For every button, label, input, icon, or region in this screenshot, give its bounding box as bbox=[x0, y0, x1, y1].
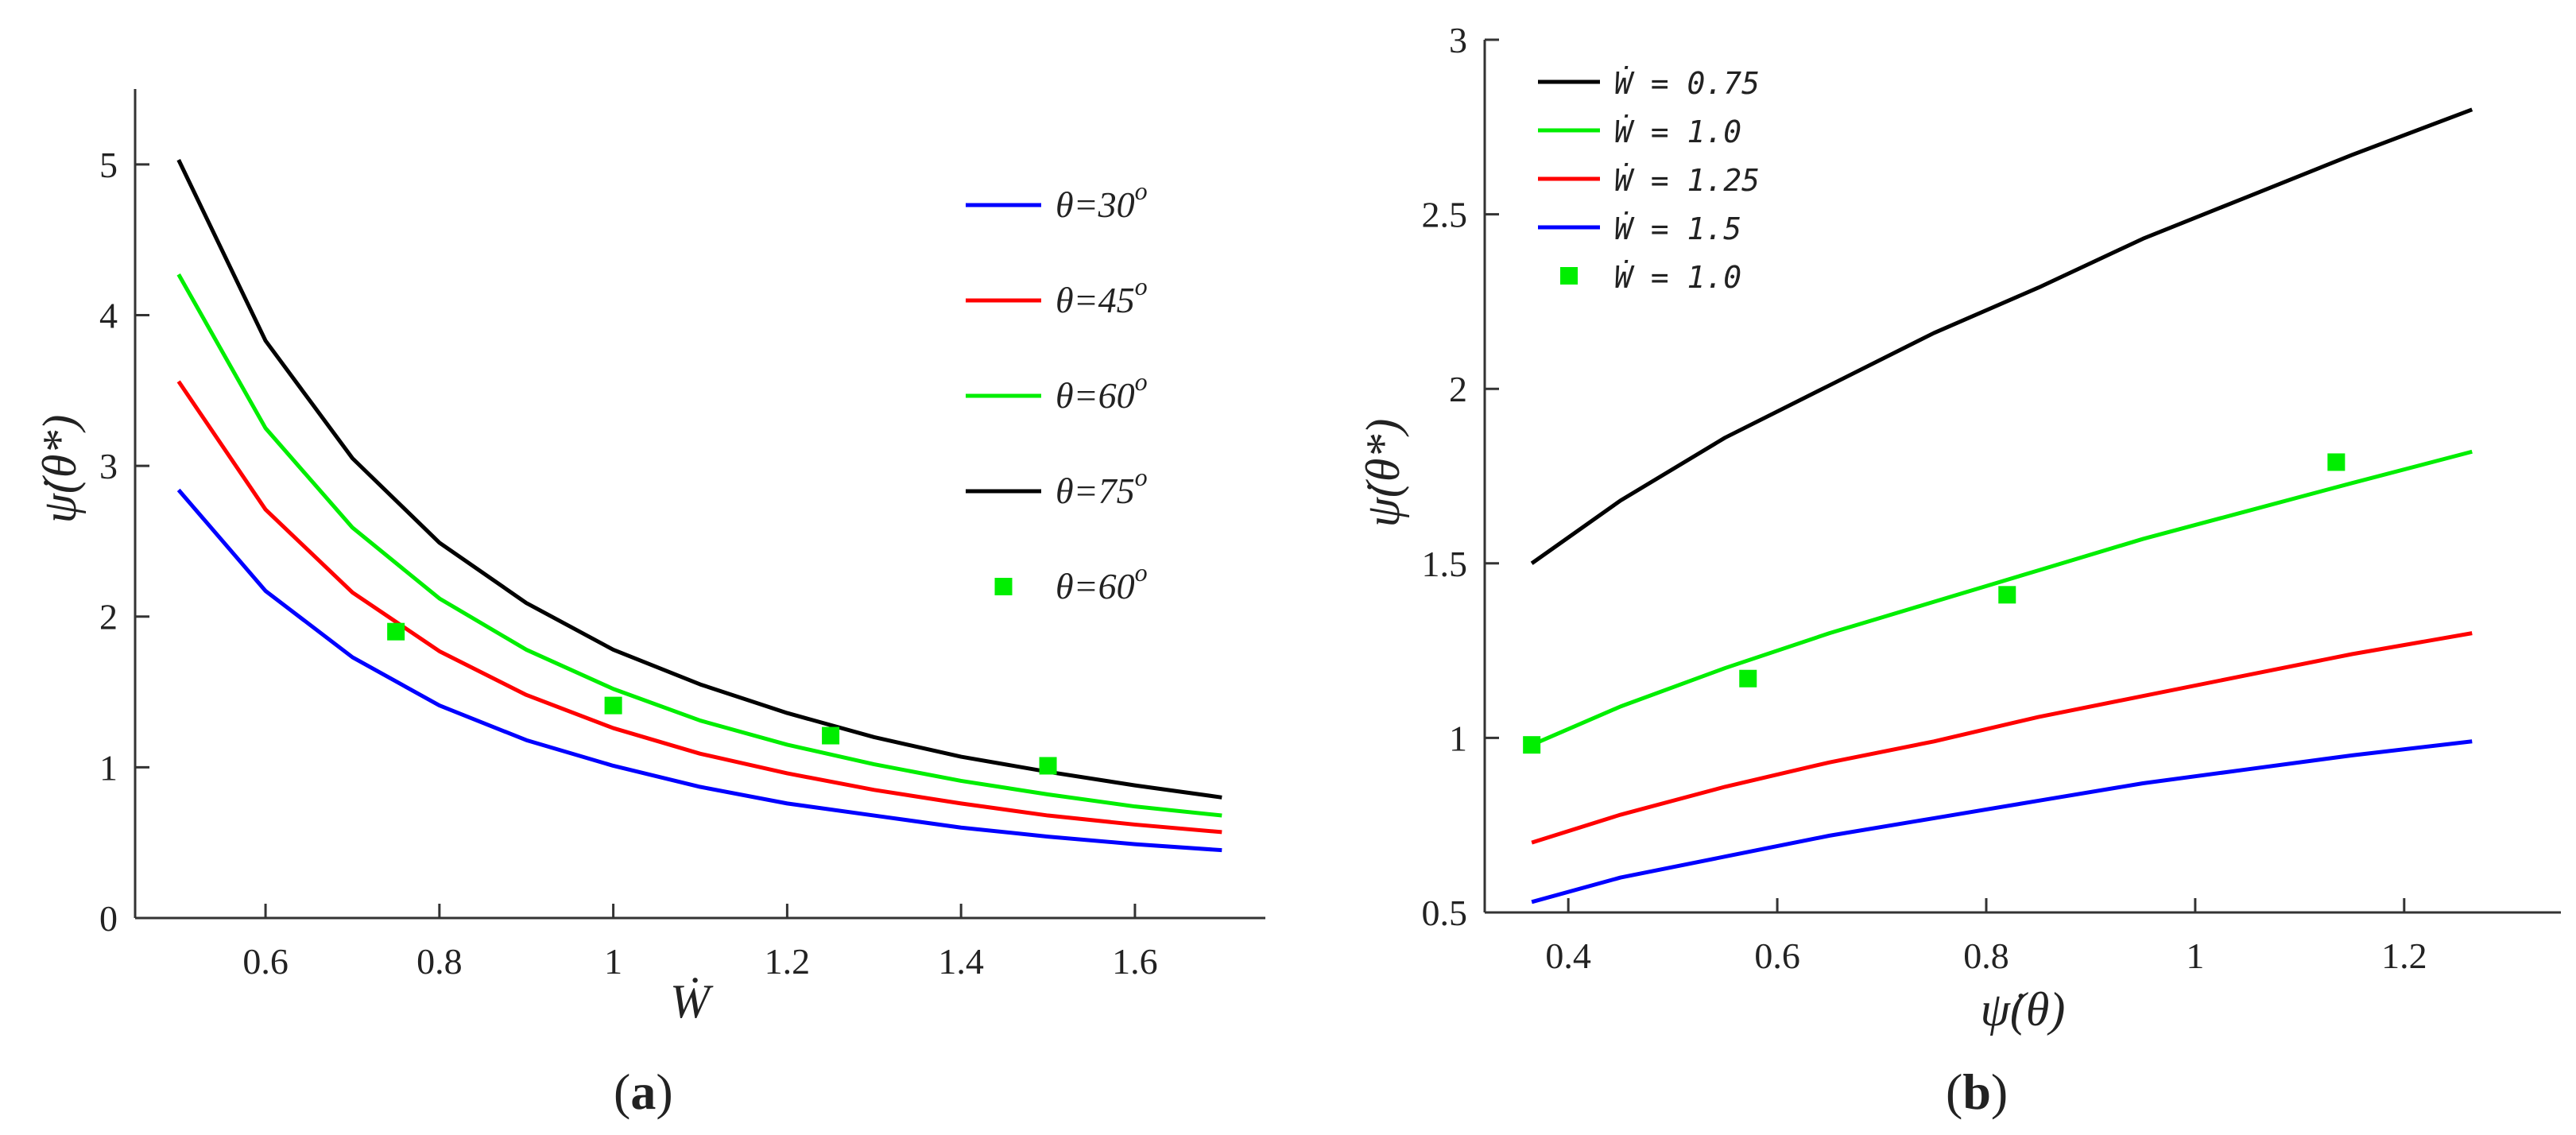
y-tick-label: 2.5 bbox=[1422, 195, 1468, 235]
y-tick-label: 1 bbox=[99, 747, 118, 788]
x-tick-label: 1 bbox=[2186, 936, 2204, 976]
x-tick-label: 0.4 bbox=[1545, 936, 1591, 976]
y-tick-label: 5 bbox=[99, 145, 118, 185]
x-axis-label: Ẇ bbox=[670, 975, 714, 1028]
x-tick-label: 1.6 bbox=[1112, 941, 1158, 982]
series-4 bbox=[1523, 453, 2346, 754]
legend-label: θ=75o bbox=[1056, 463, 1148, 511]
legend-item: θ=75o bbox=[966, 463, 1148, 511]
legend-label: Ẇ = 1.5 bbox=[1614, 211, 1741, 246]
x-tick-label: 0.6 bbox=[242, 941, 289, 982]
series-line bbox=[176, 488, 1222, 853]
legend-label: θ=60o bbox=[1056, 558, 1148, 606]
series-3 bbox=[1531, 739, 2473, 905]
legend-item: θ=60o bbox=[966, 367, 1148, 416]
series-line bbox=[176, 273, 1222, 818]
data-point-marker bbox=[1523, 736, 1541, 754]
y-tick-label: 4 bbox=[99, 295, 118, 335]
panel-b-chart: 0.4 0.6 0.8 1 1.2 0.5 1 1.5 2 2.5 3 ψ̇(θ) ψ̇(θ*) Ẇ = … bbox=[1357, 20, 2561, 1120]
axes: 0.6 0.8 1 1.2 1.4 1.6 0 1 2 3 4 5 bbox=[99, 89, 1265, 982]
series-line bbox=[1531, 739, 2473, 905]
legend-label: θ=60o bbox=[1056, 367, 1148, 416]
panel-caption: (a) bbox=[614, 1063, 673, 1120]
panel-caption: (b) bbox=[1946, 1063, 2008, 1120]
y-tick-label: 2 bbox=[99, 597, 118, 637]
data-point-marker bbox=[1039, 757, 1057, 775]
data-point-marker bbox=[822, 726, 840, 745]
legend-label: Ẇ = 1.0 bbox=[1614, 114, 1741, 149]
x-tick-label: 0.6 bbox=[1754, 936, 1800, 976]
data-point-marker bbox=[604, 696, 622, 715]
series-line bbox=[1531, 631, 2473, 845]
y-tick-label: 3 bbox=[1449, 20, 1467, 60]
series-1 bbox=[176, 380, 1222, 835]
legend-swatch bbox=[1560, 267, 1578, 285]
legend-item: θ=30o bbox=[966, 176, 1148, 225]
legend-label: θ=30o bbox=[1056, 176, 1148, 225]
x-tick-label: 0.8 bbox=[416, 941, 463, 982]
data-point-marker bbox=[1998, 586, 2016, 604]
legend-swatch bbox=[994, 578, 1013, 595]
series-2 bbox=[176, 273, 1222, 818]
y-tick-label: 1.5 bbox=[1422, 544, 1468, 584]
series-line bbox=[1531, 449, 2473, 747]
legend: Ẇ = 0.75 Ẇ = 1.0 Ẇ = 1.25 Ẇ = 1.5 Ẇ = 1.0 bbox=[1538, 66, 1760, 295]
data-point-marker bbox=[2327, 453, 2346, 471]
axes: 0.4 0.6 0.8 1 1.2 0.5 1 1.5 2 2.5 3 bbox=[1422, 20, 2561, 976]
legend-label: Ẇ = 1.25 bbox=[1614, 163, 1760, 198]
legend-item: θ=45o bbox=[966, 272, 1148, 320]
x-tick-label: 1.4 bbox=[938, 941, 984, 982]
x-tick-label: 0.8 bbox=[1963, 936, 2009, 976]
legend-item: Ẇ = 1.0 bbox=[1560, 260, 1741, 295]
series-0 bbox=[1530, 107, 2473, 565]
y-tick-label: 0.5 bbox=[1422, 893, 1468, 933]
y-axis-label: ψ̇(θ*) bbox=[33, 415, 86, 524]
series-line bbox=[176, 380, 1222, 835]
legend-item: θ=60o bbox=[994, 558, 1148, 606]
series-line bbox=[1530, 107, 2473, 565]
series-0 bbox=[176, 488, 1222, 853]
legend-item: Ẇ = 1.0 bbox=[1538, 114, 1741, 149]
series-4 bbox=[387, 622, 1057, 775]
y-tick-label: 0 bbox=[99, 898, 118, 939]
legend-label: θ=45o bbox=[1056, 272, 1148, 320]
x-tick-label: 1.2 bbox=[2381, 936, 2427, 976]
y-tick-label: 1 bbox=[1449, 718, 1467, 758]
series-1 bbox=[1531, 449, 2473, 747]
y-tick-label: 2 bbox=[1449, 369, 1467, 409]
legend-item: Ẇ = 1.5 bbox=[1538, 211, 1741, 246]
y-tick-label: 3 bbox=[99, 446, 118, 486]
x-tick-label: 1.2 bbox=[765, 941, 811, 982]
legend-item: Ẇ = 0.75 bbox=[1538, 66, 1760, 101]
x-tick-label: 1 bbox=[604, 941, 622, 982]
data-point-marker bbox=[387, 622, 405, 641]
legend-item: Ẇ = 1.25 bbox=[1538, 163, 1760, 198]
data-point-marker bbox=[1739, 669, 1757, 688]
panel-a-chart: 0.6 0.8 1 1.2 1.4 1.6012345Ẇψ̇(θ*)θ=30oθ=45oθ… bbox=[33, 89, 1265, 1120]
legend-label: Ẇ = 0.75 bbox=[1614, 66, 1760, 101]
x-axis-label: ψ̇(θ) bbox=[1981, 983, 2066, 1036]
series-2 bbox=[1531, 631, 2473, 845]
y-axis-label: ψ̇(θ*) bbox=[1357, 419, 1409, 528]
legend: θ=30o θ=45o θ=60o θ=75o θ=60o bbox=[966, 176, 1148, 606]
legend-label: Ẇ = 1.0 bbox=[1614, 260, 1741, 295]
